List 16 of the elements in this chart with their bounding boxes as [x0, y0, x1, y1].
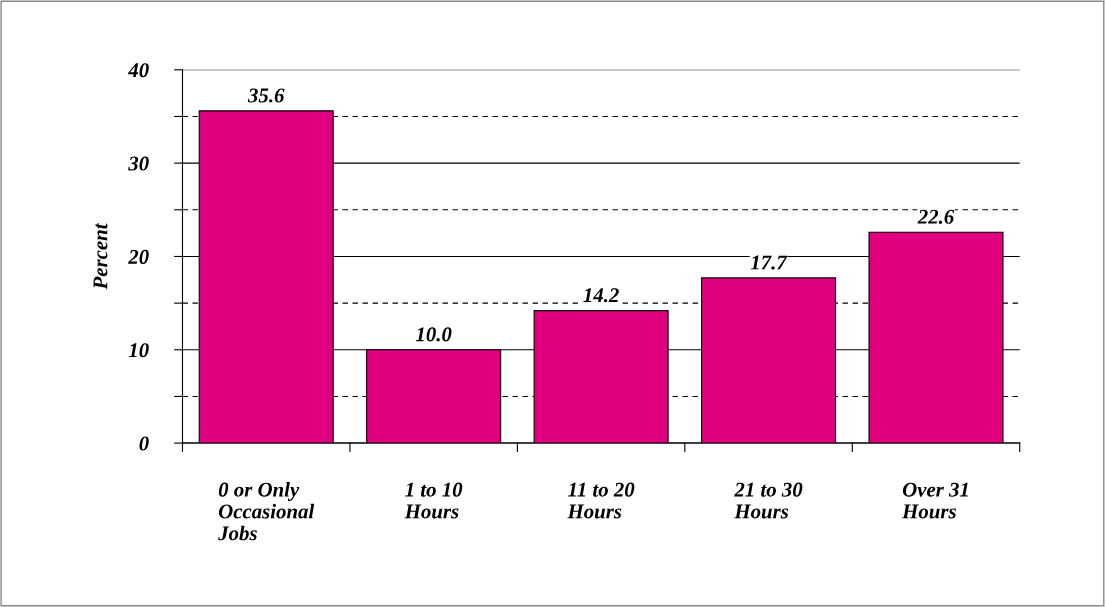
x-tick-label: 0 or Only Occasional Jobs [218, 482, 315, 541]
y-tick-label: 10 [128, 343, 149, 358]
y-tick-label: 20 [128, 249, 149, 264]
data-label: 10.0 [415, 327, 452, 342]
data-label: 22.6 [917, 209, 955, 224]
x-tick-label: 1 to 10 Hours [404, 482, 463, 519]
y-tick-label: 40 [128, 63, 149, 78]
y-tick-label: 30 [128, 156, 149, 171]
x-tick-label: 21 to 30 Hours [734, 482, 803, 519]
x-tick-label: Over 31 Hours [902, 482, 968, 519]
x-tick-label: 11 to 20 Hours [567, 482, 635, 519]
y-axis-title: Percent [93, 222, 108, 290]
data-label: 17.7 [750, 255, 788, 270]
data-label: 35.6 [247, 88, 285, 103]
data-label: 14.2 [583, 288, 619, 303]
y-tick-label: 0 [139, 436, 149, 451]
